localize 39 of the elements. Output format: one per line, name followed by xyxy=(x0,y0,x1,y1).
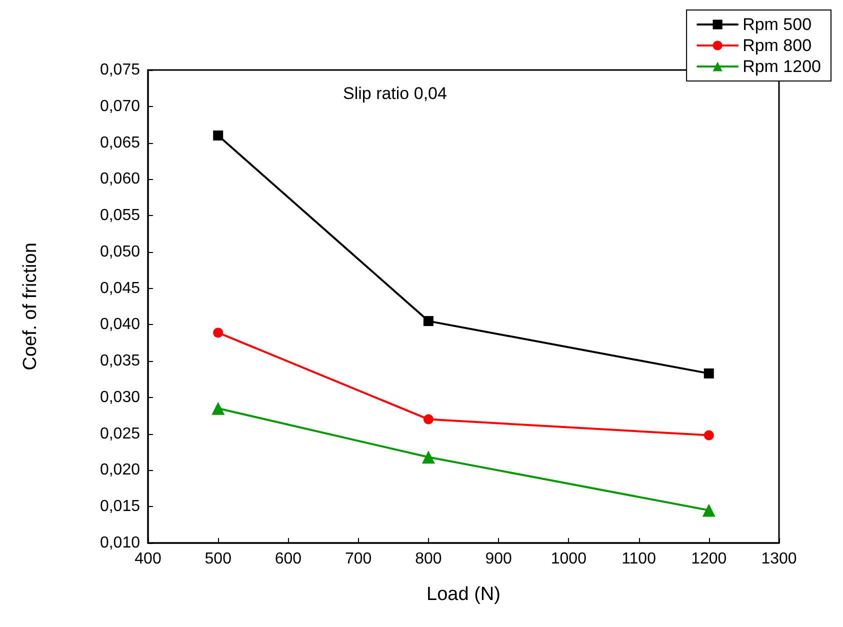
y-tick-label: 0,010 xyxy=(100,534,140,552)
y-tick-label: 0,040 xyxy=(100,316,140,334)
x-tick-label: 400 xyxy=(134,550,162,568)
x-axis-title: Load (N) xyxy=(426,584,500,605)
point xyxy=(213,130,224,140)
point xyxy=(704,430,714,440)
point xyxy=(213,328,224,338)
y-axis-title: Coef. of friction xyxy=(20,242,41,370)
x-tick-label: 700 xyxy=(344,550,372,568)
y-tick-label: 0,055 xyxy=(100,207,140,224)
y-tick-label: 0,035 xyxy=(100,352,140,370)
x-tick-label: 600 xyxy=(274,550,302,568)
y-tick-label: 0,060 xyxy=(100,170,140,188)
point xyxy=(422,450,435,464)
x-tick-label: 500 xyxy=(204,550,232,568)
y-tick-label: 0,065 xyxy=(100,134,140,152)
y-tick-label: 0,015 xyxy=(100,498,140,516)
y-tick-label: 0,020 xyxy=(100,462,140,479)
y-tick-label: 0,075 xyxy=(100,62,140,78)
x-tick-label: 900 xyxy=(485,550,512,568)
x-tick-label: 800 xyxy=(415,550,442,568)
x-tick-label: 1000 xyxy=(550,550,587,568)
legend-label: Rpm 800 xyxy=(742,36,812,55)
x-tick-label: 1300 xyxy=(761,550,797,568)
point xyxy=(423,414,434,424)
y-tick-label: 0,045 xyxy=(100,280,140,297)
point xyxy=(702,504,716,517)
y-tick-label: 0,030 xyxy=(100,388,140,406)
legend-label: Rpm 500 xyxy=(742,15,812,34)
x-tick-label: 1100 xyxy=(622,550,656,568)
legend-label: Rpm 1200 xyxy=(742,57,822,76)
y-tick-label: 0,050 xyxy=(100,243,140,260)
point xyxy=(423,316,434,326)
point xyxy=(704,368,714,378)
point xyxy=(212,402,225,415)
x-tick-label: 1200 xyxy=(691,550,727,568)
y-tick-label: 0,070 xyxy=(100,98,140,115)
text: Slip ratio 0,04 xyxy=(343,84,447,103)
y-tick-label: 0,025 xyxy=(100,425,140,442)
